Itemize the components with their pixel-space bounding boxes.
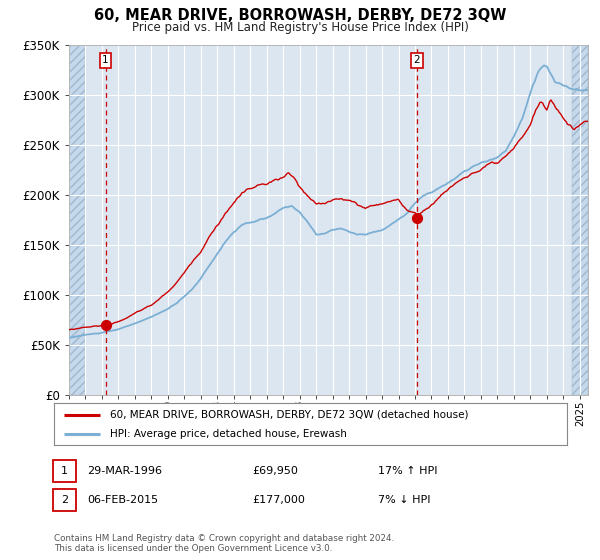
Bar (69, 45, 85, 395)
Text: 7% ↓ HPI: 7% ↓ HPI (378, 495, 431, 505)
Bar (572, 45, 588, 395)
Text: 2: 2 (61, 495, 68, 505)
Text: 60, MEAR DRIVE, BORROWASH, DERBY, DE72 3QW: 60, MEAR DRIVE, BORROWASH, DERBY, DE72 3… (94, 8, 506, 24)
Text: 1: 1 (102, 55, 109, 66)
Text: £177,000: £177,000 (252, 495, 305, 505)
Text: 2: 2 (413, 55, 420, 66)
Bar (572, 45, 588, 395)
Text: 17% ↑ HPI: 17% ↑ HPI (378, 466, 437, 476)
Text: 60, MEAR DRIVE, BORROWASH, DERBY, DE72 3QW (detached house): 60, MEAR DRIVE, BORROWASH, DERBY, DE72 3… (110, 409, 469, 419)
Text: 1: 1 (61, 466, 68, 476)
Text: £69,950: £69,950 (252, 466, 298, 476)
Text: Price paid vs. HM Land Registry's House Price Index (HPI): Price paid vs. HM Land Registry's House … (131, 21, 469, 34)
Point (412, 213, 421, 222)
Text: 06-FEB-2015: 06-FEB-2015 (87, 495, 158, 505)
Point (101, 320, 110, 329)
Text: 29-MAR-1996: 29-MAR-1996 (87, 466, 162, 476)
Text: HPI: Average price, detached house, Erewash: HPI: Average price, detached house, Erew… (110, 429, 347, 439)
Text: Contains HM Land Registry data © Crown copyright and database right 2024.
This d: Contains HM Land Registry data © Crown c… (54, 534, 394, 553)
Bar (69, 45, 85, 395)
